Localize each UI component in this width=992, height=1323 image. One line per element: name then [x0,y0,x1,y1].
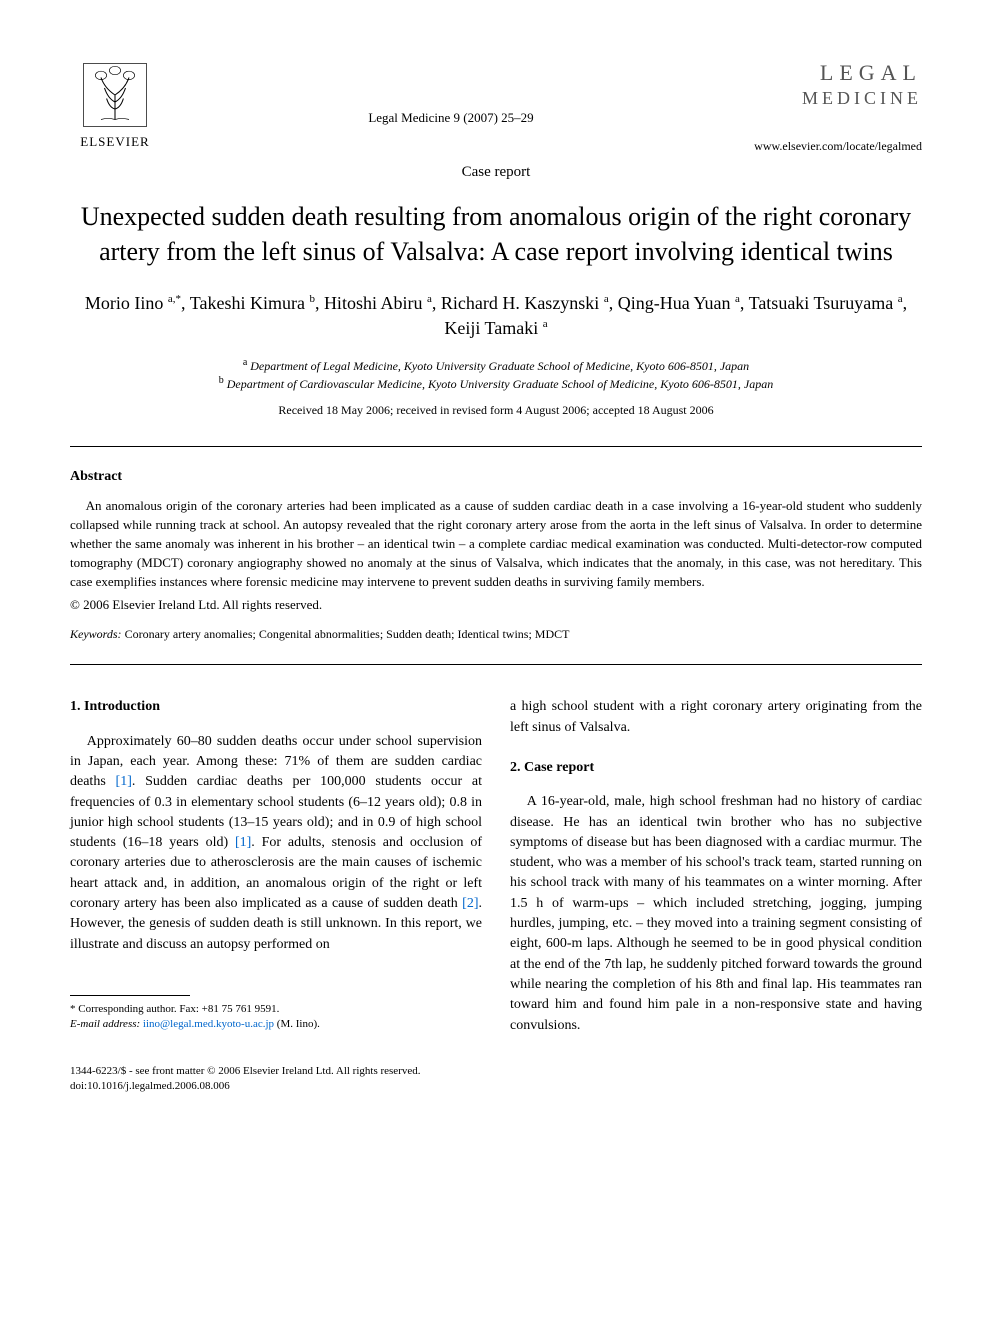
ref-link[interactable]: [1] [235,835,251,850]
ref-link[interactable]: [2] [462,896,478,911]
case-heading: 2. Case report [510,758,922,778]
footnote-separator [70,995,190,996]
journal-url: www.elsevier.com/locate/legalmed [742,139,922,154]
intro-continuation: a high school student with a right coron… [510,697,922,738]
journal-brand: LEGAL MEDICINE www.elsevier.com/locate/l… [742,60,922,154]
email-line: E-mail address: iino@legal.med.kyoto-u.a… [70,1017,482,1032]
abstract-heading: Abstract [70,469,922,485]
affiliations: a Department of Legal Medicine, Kyoto Un… [70,356,922,394]
footer-line2: doi:10.1016/j.legalmed.2006.08.006 [70,1079,922,1094]
brand-line1: LEGAL [742,60,922,86]
email-label: E-mail address: [70,1018,140,1030]
affiliation-a: a Department of Legal Medicine, Kyoto Un… [70,356,922,375]
article-dates: Received 18 May 2006; received in revise… [70,403,922,418]
case-paragraph: A 16-year-old, male, high school freshma… [510,792,922,1036]
authors: Morio Iino a,*, Takeshi Kimura b, Hitosh… [70,291,922,341]
ref-link[interactable]: [1] [116,774,132,789]
abstract-text: An anomalous origin of the coronary arte… [70,497,922,591]
body-columns: 1. Introduction Approximately 60–80 sudd… [70,697,922,1035]
email-address[interactable]: iino@legal.med.kyoto-u.ac.jp [143,1018,274,1030]
intro-heading: 1. Introduction [70,697,482,717]
abstract-section: Abstract An anomalous origin of the coro… [70,469,922,642]
article-title: Unexpected sudden death resulting from a… [70,199,922,269]
publisher-name: ELSEVIER [80,134,149,150]
email-suffix: (M. Iino). [274,1018,320,1030]
affiliation-b: b Department of Cardiovascular Medicine,… [70,374,922,393]
footer-meta: 1344-6223/$ - see front matter © 2006 El… [70,1064,922,1095]
article-type: Case report [70,164,922,181]
footer-line1: 1344-6223/$ - see front matter © 2006 El… [70,1064,922,1079]
keywords-label: Keywords: [70,627,122,641]
elsevier-tree-icon [80,60,150,130]
footnote-block: * Corresponding author. Fax: +81 75 761 … [70,1002,482,1033]
corresponding-author: * Corresponding author. Fax: +81 75 761 … [70,1002,482,1017]
header-citation: Legal Medicine 9 (2007) 25–29 [160,60,742,126]
brand-line2: MEDICINE [742,88,922,109]
column-right: a high school student with a right coron… [510,697,922,1035]
column-left: 1. Introduction Approximately 60–80 sudd… [70,697,482,1035]
keywords: Keywords: Coronary artery anomalies; Con… [70,627,922,642]
rule-bottom [70,664,922,665]
intro-paragraph: Approximately 60–80 sudden deaths occur … [70,732,482,955]
keywords-text: Coronary artery anomalies; Congenital ab… [122,627,570,641]
header-row: ELSEVIER Legal Medicine 9 (2007) 25–29 L… [70,60,922,154]
rule-top [70,446,922,447]
publisher-logo: ELSEVIER [70,60,160,150]
abstract-copyright: © 2006 Elsevier Ireland Ltd. All rights … [70,597,922,613]
